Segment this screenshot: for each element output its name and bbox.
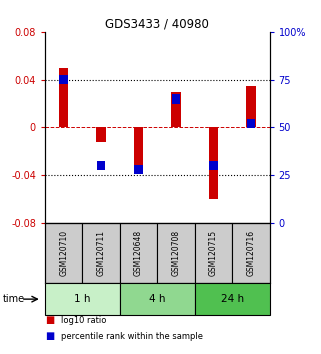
Bar — [209, 127, 218, 199]
Text: ■: ■ — [45, 315, 54, 325]
Text: 1 h: 1 h — [74, 294, 91, 304]
Bar — [247, 119, 255, 129]
Bar — [59, 75, 68, 85]
Bar — [59, 68, 68, 127]
Bar — [209, 161, 218, 170]
Text: log10 ratio: log10 ratio — [61, 316, 106, 325]
Text: GSM120711: GSM120711 — [97, 230, 106, 276]
Bar — [246, 86, 256, 127]
Text: GSM120716: GSM120716 — [247, 230, 256, 276]
Text: 24 h: 24 h — [221, 294, 244, 304]
Bar — [120, 283, 195, 315]
Text: 4 h: 4 h — [149, 294, 166, 304]
Bar — [45, 223, 82, 283]
Bar — [45, 283, 120, 315]
Bar — [97, 161, 105, 170]
Text: GSM120715: GSM120715 — [209, 230, 218, 276]
Text: percentile rank within the sample: percentile rank within the sample — [61, 332, 203, 341]
Text: time: time — [3, 294, 25, 304]
Bar — [134, 165, 143, 174]
Text: GSM120648: GSM120648 — [134, 230, 143, 276]
Bar — [171, 92, 181, 127]
Bar — [195, 283, 270, 315]
Bar — [134, 127, 143, 170]
Bar — [157, 223, 195, 283]
Bar — [96, 127, 106, 142]
Text: GSM120708: GSM120708 — [171, 230, 180, 276]
Bar — [82, 223, 120, 283]
Bar — [232, 223, 270, 283]
Bar — [172, 94, 180, 103]
Title: GDS3433 / 40980: GDS3433 / 40980 — [105, 18, 209, 31]
Text: ■: ■ — [45, 331, 54, 341]
Bar — [195, 223, 232, 283]
Bar — [120, 223, 157, 283]
Text: GSM120710: GSM120710 — [59, 230, 68, 276]
